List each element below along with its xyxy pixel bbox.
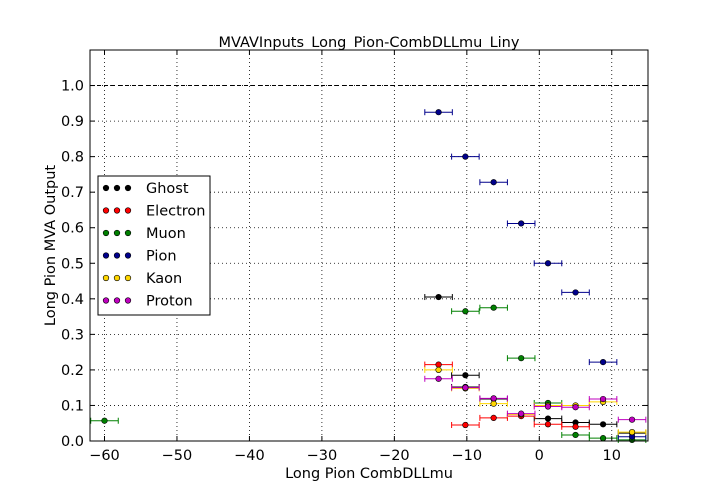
legend-marker [124, 274, 132, 282]
data-point [462, 372, 469, 379]
data-point [462, 308, 469, 315]
legend-marker [113, 229, 121, 237]
x-tick-label: −20 [379, 448, 410, 464]
legend-label: Ghost [146, 181, 189, 197]
y-tick-label: 0.5 [61, 256, 84, 272]
axis-ticks [90, 50, 648, 442]
y-axis-label: Long Pion MVA Output [43, 165, 59, 327]
y-tick-label: 0.3 [61, 327, 84, 343]
data-point [490, 400, 497, 407]
y-tick-label: 0.0 [61, 434, 84, 450]
legend-marker [113, 207, 121, 214]
data-point [572, 431, 579, 439]
data-point [490, 179, 497, 186]
data-point [518, 355, 525, 362]
y-tick-label: 0.1 [61, 398, 84, 414]
y-tick-label: 0.8 [61, 150, 84, 166]
legend-marker [124, 252, 132, 259]
data-point [518, 410, 525, 417]
data-point [435, 366, 442, 374]
chart-title: MVAVInputs_Long_Pion-CombDLLmu_Liny [219, 35, 520, 51]
data-point [435, 375, 442, 382]
data-point [435, 361, 442, 368]
y-tick-labels: 0.0 0.1 0.2 0.3 0.4 0.5 0.6 0.7 0.8 0.9 1.0 [61, 79, 84, 450]
data-point [462, 153, 469, 160]
x-tick-label: 10 [603, 448, 621, 464]
data-point [462, 421, 469, 429]
legend-marker [124, 297, 132, 304]
legend-marker [124, 207, 132, 214]
x-axis-label: Long Pion CombDLLmu [285, 466, 453, 482]
data-point [572, 404, 579, 411]
y-tick-label: 0.2 [61, 363, 84, 379]
y-tick-label: 1.0 [61, 79, 84, 95]
y-tick-label: 0.7 [61, 185, 84, 201]
x-tick-label: 0 [535, 448, 544, 464]
x-tick-label: −60 [89, 448, 120, 464]
series-proton [424, 375, 647, 423]
legend-marker [124, 229, 132, 237]
x-tick-label: −30 [307, 448, 338, 464]
data-series [90, 109, 647, 444]
data-point [435, 293, 442, 301]
legend-marker [102, 207, 110, 214]
legend-marker [124, 184, 132, 192]
x-tick-labels: −60 −50 −40 −30 −20 −10 0 10 [89, 448, 621, 464]
data-point [572, 289, 579, 296]
legend-marker [113, 274, 121, 282]
data-point [462, 384, 469, 391]
legend-label: Muon [146, 226, 186, 242]
legend-marker [102, 297, 110, 304]
plot-frame [89, 49, 649, 442]
data-point [599, 421, 607, 428]
legend-marker [102, 274, 110, 282]
legend-label: Proton [146, 294, 193, 310]
y-tick-label: 0.9 [61, 114, 84, 130]
legend: Ghost Electron Muon Pion Kaon Proton [97, 175, 211, 316]
data-point [490, 304, 497, 311]
data-point [490, 395, 497, 402]
x-tick-label: −50 [162, 448, 193, 464]
legend-label: Kaon [146, 271, 182, 287]
data-point [628, 429, 636, 436]
legend-marker [113, 252, 121, 259]
data-point [544, 260, 552, 267]
data-point [572, 423, 579, 430]
data-point [101, 417, 108, 424]
series-electron [424, 361, 590, 430]
legend-marker [102, 184, 110, 192]
data-point [599, 395, 607, 403]
y-tick-label: 0.6 [61, 221, 84, 237]
legend-marker [113, 184, 121, 192]
data-point [544, 421, 552, 428]
series-pion [424, 109, 647, 440]
data-point [544, 403, 552, 410]
legend-box [97, 175, 211, 316]
data-point [599, 435, 607, 442]
legend-marker [102, 229, 110, 237]
data-point [518, 220, 525, 227]
x-tick-label: −40 [234, 448, 265, 464]
data-point [599, 358, 607, 366]
data-point [490, 414, 497, 421]
legend-label: Electron [146, 204, 205, 220]
data-point [544, 415, 552, 422]
data-point [435, 109, 442, 116]
legend-marker [102, 252, 110, 259]
data-point [628, 416, 636, 423]
y-tick-label: 0.4 [61, 292, 84, 308]
legend-marker [113, 297, 121, 304]
x-tick-label: −10 [452, 448, 483, 464]
legend-label: Pion [146, 249, 177, 265]
series-ghost [424, 293, 647, 437]
